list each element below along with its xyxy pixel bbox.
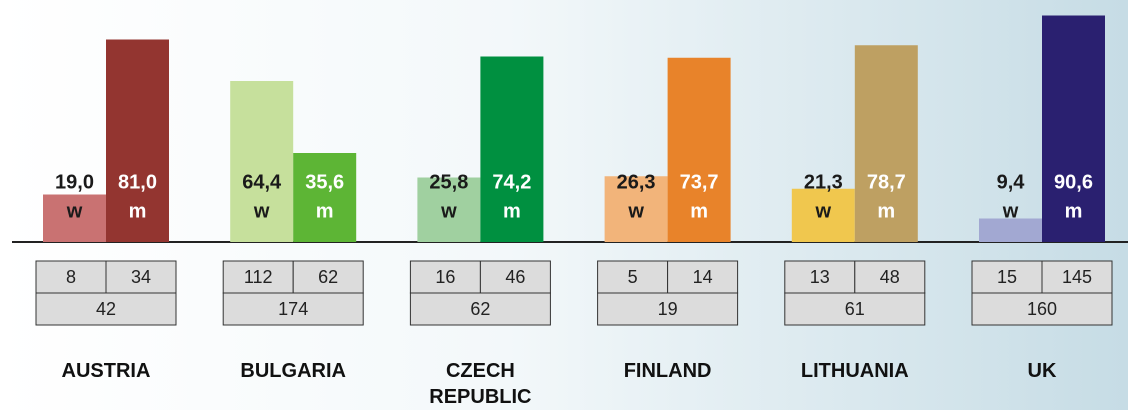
count-box	[1041, 260, 1113, 294]
value-label: 26,3	[617, 171, 656, 193]
category-label: LITHUANIA	[800, 360, 909, 382]
count-w: 8	[66, 267, 76, 287]
total-box	[35, 292, 177, 326]
bar	[854, 45, 918, 242]
series-label: w	[66, 200, 83, 222]
count-box	[222, 260, 294, 294]
bar	[667, 57, 731, 242]
series-label: w	[440, 200, 457, 222]
bar	[604, 176, 668, 242]
series-label: w	[627, 200, 644, 222]
count-m: 62	[318, 267, 338, 287]
total-box	[409, 292, 551, 326]
series-label: m	[316, 200, 334, 222]
series-label: m	[1065, 200, 1083, 222]
total-box	[971, 292, 1113, 326]
value-label: 19,0	[55, 171, 94, 193]
bar	[480, 56, 544, 242]
count-box	[971, 260, 1043, 294]
series-label: w	[815, 200, 832, 222]
bar	[417, 177, 481, 242]
count-m: 145	[1062, 267, 1092, 287]
value-label: 64,4	[242, 171, 282, 193]
count-w: 13	[810, 267, 830, 287]
count-w: 16	[435, 267, 455, 287]
total-box	[222, 292, 364, 326]
total: 61	[845, 299, 865, 319]
count-box	[854, 260, 926, 294]
bar	[979, 218, 1042, 242]
value-label: 35,6	[305, 171, 344, 193]
total-box	[784, 292, 926, 326]
category-label: CZECH REPUBLIC	[429, 360, 532, 408]
count-box	[409, 260, 481, 294]
value-label: 74,2	[492, 171, 531, 193]
value-label: 73,7	[680, 171, 719, 193]
count-m: 46	[505, 267, 525, 287]
value-label: 21,3	[804, 171, 843, 193]
bar	[230, 81, 294, 242]
count-w: 15	[997, 267, 1017, 287]
count-box	[292, 260, 364, 294]
category-label: UK	[1027, 360, 1057, 382]
count-m: 34	[131, 267, 151, 287]
bar	[106, 39, 169, 242]
value-label: 9,4	[997, 171, 1026, 193]
value-label: 25,8	[429, 171, 468, 193]
series-label: w	[253, 200, 270, 222]
category-label: BULGARIA	[240, 360, 346, 382]
total: 160	[1027, 299, 1057, 319]
series-label: m	[690, 200, 708, 222]
bar	[43, 194, 106, 242]
total: 42	[96, 299, 116, 319]
bar	[293, 153, 357, 242]
series-label: m	[129, 200, 147, 222]
series-label: m	[503, 200, 521, 222]
series-label: m	[877, 200, 895, 222]
value-label: 81,0	[118, 171, 157, 193]
total-box	[597, 292, 739, 326]
total: 174	[278, 299, 308, 319]
bar	[791, 188, 855, 242]
series-label: w	[1002, 200, 1019, 222]
count-box	[105, 260, 177, 294]
total: 62	[470, 299, 490, 319]
value-label: 78,7	[867, 171, 906, 193]
count-w: 5	[628, 267, 638, 287]
count-w: 112	[244, 267, 273, 287]
count-box	[667, 260, 739, 294]
total: 19	[658, 299, 678, 319]
count-m: 14	[693, 267, 713, 287]
category-label: AUSTRIA	[61, 360, 151, 382]
value-label: 90,6	[1054, 171, 1093, 193]
count-m: 48	[880, 267, 900, 287]
count-box	[597, 260, 669, 294]
category-label: FINLAND	[623, 360, 712, 382]
bar	[1042, 15, 1105, 242]
